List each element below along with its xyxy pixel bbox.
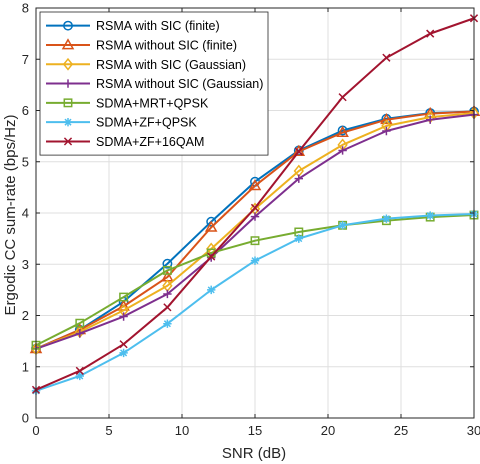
axes-layer: 0 5 10 15 20 25 30 0 1 2 3 4 5 6 7 8 <box>22 1 480 439</box>
data-point <box>75 371 84 381</box>
data-point <box>250 212 260 221</box>
legend-entry-5: SDMA+MRT+QPSK <box>46 96 209 110</box>
x-tick-label: 5 <box>105 423 112 438</box>
legend-entry-4: RSMA without SIC (Gaussian) <box>46 77 263 91</box>
legend-marker <box>61 38 75 50</box>
series-layer <box>29 14 480 396</box>
legend-entry-7: SDMA+ZF+16QAM <box>46 135 204 149</box>
x-axis-label: SNR (dB) <box>222 445 286 462</box>
data-point <box>338 93 347 102</box>
data-point <box>292 144 306 156</box>
y-tick-label: 3 <box>22 257 29 272</box>
y-axis-label: Ergodic CC sum-rate (bps/Hz) <box>2 115 19 316</box>
data-point <box>207 252 216 261</box>
data-point <box>75 318 85 328</box>
y-tick-label: 6 <box>22 103 29 118</box>
data-point <box>294 147 303 156</box>
legend-label: RSMA with SIC (Gaussian) <box>96 58 246 72</box>
legend-marker <box>63 137 73 146</box>
data-point <box>382 126 391 136</box>
y-tick-label: 8 <box>22 1 29 16</box>
y-tick-label: 5 <box>22 154 29 169</box>
data-point <box>75 329 84 338</box>
data-point <box>426 211 435 220</box>
data-point <box>294 234 303 243</box>
y-tick-label: 1 <box>22 359 29 374</box>
data-point <box>119 292 129 302</box>
data-point <box>380 112 393 125</box>
data-point <box>119 340 128 349</box>
data-point <box>426 115 435 124</box>
data-point <box>119 312 128 321</box>
data-point <box>382 53 391 62</box>
y-tick-label: 7 <box>22 52 29 67</box>
series-line <box>35 110 475 350</box>
data-point <box>162 258 173 269</box>
x-tick-label: 0 <box>32 423 39 438</box>
data-point <box>294 174 303 183</box>
x-tick-label: 30 <box>467 423 480 438</box>
series-line <box>35 214 475 347</box>
legend-marker <box>63 98 73 108</box>
data-point <box>250 236 260 246</box>
legend-entry-2: RSMA without SIC (finite) <box>46 38 237 52</box>
legend-entry-3: RSMA with SIC (Gaussian) <box>46 58 246 72</box>
data-point <box>119 348 128 358</box>
x-tick-label: 15 <box>248 423 262 438</box>
legend-marker <box>62 57 74 71</box>
data-point <box>163 289 172 299</box>
y-tick-label: 4 <box>22 206 29 221</box>
data-point <box>250 256 260 265</box>
legend-marker <box>63 117 73 127</box>
legend-entry-1: RSMA with SIC (finite) <box>46 19 220 33</box>
data-point <box>207 285 216 295</box>
legend-marker <box>63 20 73 31</box>
data-point <box>75 366 84 375</box>
y-tick-label: 0 <box>22 411 29 426</box>
data-point <box>250 203 260 212</box>
x-tick-label: 10 <box>175 423 189 438</box>
data-point <box>248 179 262 191</box>
y-tick-label: 2 <box>22 308 29 323</box>
legend-label: SDMA+MRT+QPSK <box>96 96 209 110</box>
data-point <box>382 214 391 223</box>
data-point <box>338 146 347 155</box>
legend-label: SDMA+ZF+16QAM <box>96 135 204 149</box>
x-tick-label: 25 <box>394 423 408 438</box>
legend-marker <box>63 79 73 88</box>
x-tick-label: 20 <box>321 423 335 438</box>
series-7 <box>31 14 479 394</box>
legend: RSMA with SIC (finite) RSMA without SIC (… <box>39 11 269 156</box>
data-point <box>336 125 349 137</box>
legend-label: RSMA without SIC (Gaussian) <box>96 77 263 91</box>
legend-label: SDMA+ZF+QPSK <box>96 116 197 130</box>
data-point <box>163 303 172 312</box>
data-point <box>204 220 218 232</box>
data-point <box>338 221 347 230</box>
data-point <box>426 29 435 38</box>
legend-entry-6: SDMA+ZF+QPSK <box>46 116 197 130</box>
data-point <box>162 265 172 275</box>
data-point <box>163 319 172 328</box>
data-point <box>206 216 217 227</box>
legend-label: RSMA with SIC (finite) <box>96 19 220 33</box>
legend-label: RSMA without SIC (finite) <box>96 38 237 52</box>
